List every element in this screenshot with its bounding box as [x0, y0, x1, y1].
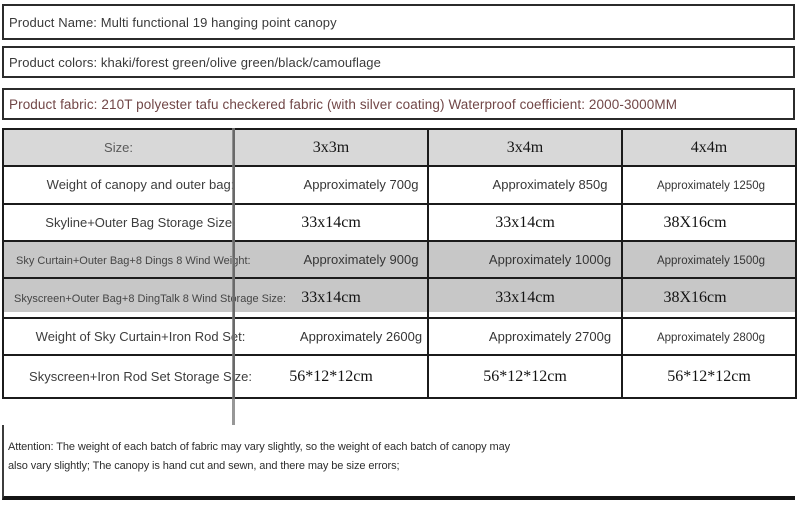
value-cell: 33x14cm — [233, 277, 429, 319]
attention-line-1: Attention: The weight of each batch of f… — [8, 441, 510, 453]
product-name-text: Product Name: Multi functional 19 hangin… — [9, 14, 337, 30]
row-label: Sky Curtain+Outer Bag+8 Dings 8 Wind Wei… — [16, 254, 251, 267]
size-header-label: Size: — [104, 139, 133, 155]
cell-value: Approximately 900g — [303, 251, 419, 267]
product-colors-text: Product colors: khaki/forest green/olive… — [9, 54, 381, 70]
cell-value: 33x14cm — [495, 289, 555, 306]
product-fabric-row: Product fabric: 210T polyester tafu chec… — [2, 88, 795, 120]
table-row-canopy-weight: Weight of canopy and outer bag: Approxim… — [2, 165, 797, 205]
col-header-3x4m: 3x4m — [427, 128, 623, 167]
value-cell: Approximately 1000g — [427, 240, 623, 279]
cell-value: 33x14cm — [301, 289, 361, 306]
row-label-cell: Skyscreen+Outer Bag+8 DingTalk 8 Wind St… — [2, 277, 286, 319]
table-row-skyline-storage-size: Skyline+Outer Bag Storage Size: 33x14cm … — [2, 203, 797, 242]
cell-value: 33x14cm — [301, 213, 361, 231]
cell-value: Approximately 1250g — [656, 180, 766, 192]
spec-table: Size: 3x3m 3x4m 4x4m Weight of canopy an… — [2, 128, 797, 399]
row-label: Weight of canopy and outer bag: — [46, 177, 235, 192]
cell-value: Approximately 2700g — [488, 328, 612, 344]
value-cell: 56*12*12cm — [233, 354, 429, 399]
value-cell: 56*12*12cm — [427, 354, 623, 399]
table-row-skyscreen-ironrod-storage-size: Skyscreen+Iron Rod Set Storage Size: 56*… — [2, 354, 797, 399]
value-cell: 56*12*12cm — [621, 354, 797, 399]
cell-value: Approximately 2800g — [656, 331, 766, 344]
product-name-row: Product Name: Multi functional 19 hangin… — [2, 4, 795, 40]
col-header-3x3m: 3x3m — [233, 128, 429, 167]
cell-value: 38X16cm — [663, 213, 727, 231]
cell-value: Approximately 1500g — [656, 254, 766, 267]
cell-value: 38X16cm — [663, 289, 727, 306]
row-label-cell: Sky Curtain+Outer Bag+8 Dings 8 Wind Wei… — [2, 240, 251, 279]
cell-value: 33x14cm — [495, 213, 555, 231]
value-cell: Approximately 2700g — [427, 317, 623, 356]
cell-value: Approximately 1000g — [488, 251, 612, 267]
cell-value: 56*12*12cm — [483, 367, 567, 385]
cell-value: Approximately 850g — [492, 177, 608, 192]
cell-value: Approximately 2600g — [299, 328, 423, 344]
row-label: Skyline+Outer Bag Storage Size: — [45, 214, 236, 230]
value-cell: 33x14cm — [427, 277, 623, 319]
table-row-skycurtain-ironrod-weight: Weight of Sky Curtain+Iron Rod Set: Appr… — [2, 317, 797, 356]
table-header-row: Size: 3x3m 3x4m 4x4m — [2, 128, 797, 167]
product-colors-row: Product colors: khaki/forest green/olive… — [2, 46, 795, 78]
cell-value: Approximately 700g — [303, 177, 419, 192]
value-cell: Approximately 850g — [427, 165, 623, 205]
row-label: Weight of Sky Curtain+Iron Rod Set: — [35, 328, 246, 344]
value-cell: 33x14cm — [233, 203, 429, 242]
row-label-cell: Skyscreen+Iron Rod Set Storage Size: — [2, 354, 252, 399]
size-header-cell: Size: — [2, 128, 235, 167]
row-label-cell: Weight of Sky Curtain+Iron Rod Set: — [2, 317, 245, 356]
product-fabric-text: Product fabric: 210T polyester tafu chec… — [9, 96, 678, 112]
value-cell: 38X16cm — [621, 277, 797, 319]
col-header-4x4m: 4x4m — [621, 128, 797, 167]
table-row-skycurtain-wind-weight: Sky Curtain+Outer Bag+8 Dings 8 Wind Wei… — [2, 240, 797, 279]
value-cell: 33x14cm — [427, 203, 623, 242]
attention-line-2: also vary slightly; The canopy is hand c… — [8, 460, 400, 472]
row-label: Skyscreen+Iron Rod Set Storage Size: — [29, 368, 252, 384]
table-row-skyscreen-wind-storage-size: Skyscreen+Outer Bag+8 DingTalk 8 Wind St… — [2, 277, 797, 319]
column-divider-line — [232, 128, 235, 425]
row-label: Skyscreen+Outer Bag+8 DingTalk 8 Wind St… — [14, 293, 287, 305]
value-cell: Approximately 1250g — [621, 165, 797, 205]
attention-note: Attention: The weight of each batch of f… — [2, 425, 795, 500]
value-cell: Approximately 900g — [233, 240, 429, 279]
value-cell: 38X16cm — [621, 203, 797, 242]
value-cell: Approximately 2800g — [621, 317, 797, 356]
row-label-cell: Weight of canopy and outer bag: — [2, 165, 235, 205]
value-cell: Approximately 700g — [233, 165, 429, 205]
cell-value: 56*12*12cm — [667, 367, 751, 385]
value-cell: Approximately 2600g — [233, 317, 429, 356]
row-label-cell: Skyline+Outer Bag Storage Size: — [2, 203, 236, 242]
cell-value: 56*12*12cm — [289, 367, 373, 385]
value-cell: Approximately 1500g — [621, 240, 797, 279]
